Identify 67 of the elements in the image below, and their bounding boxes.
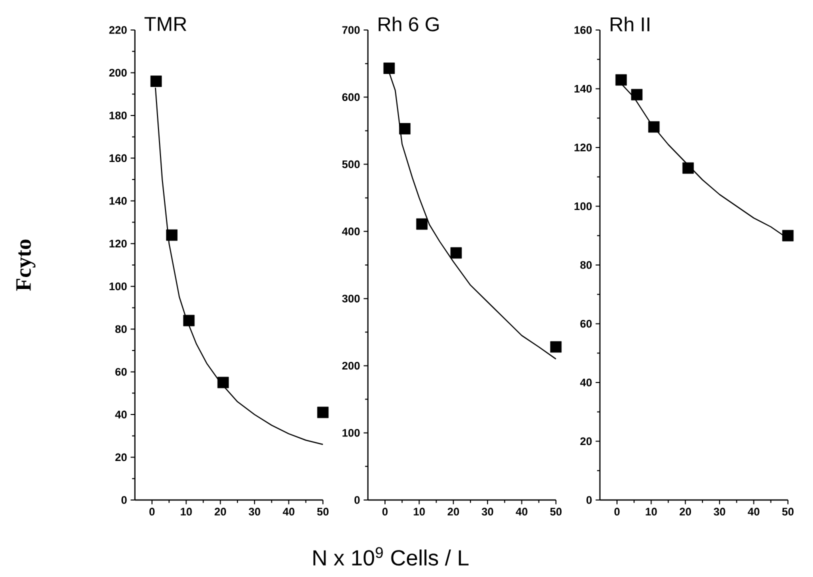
y-tick-label: 400 bbox=[342, 228, 360, 236]
point bbox=[217, 376, 229, 388]
y-tick-label: 100 bbox=[342, 428, 360, 437]
y-tick-label: 0 bbox=[121, 496, 127, 504]
x-tick-label: 40 bbox=[516, 508, 528, 516]
y-tick-label: 200 bbox=[109, 68, 127, 77]
x-tick-label: 10 bbox=[180, 508, 192, 516]
y-tick-label: 20 bbox=[580, 437, 592, 446]
y-tick-label: 40 bbox=[580, 378, 592, 386]
x-tick-label: 50 bbox=[782, 508, 794, 516]
y-tick-label: 160 bbox=[110, 154, 127, 162]
point bbox=[631, 88, 643, 100]
y-tick-label: 140 bbox=[574, 84, 592, 93]
x-tick-label: 50 bbox=[550, 508, 562, 516]
point bbox=[450, 247, 462, 259]
point bbox=[317, 406, 329, 418]
point bbox=[416, 218, 428, 230]
x-tick-label: 40 bbox=[748, 508, 760, 516]
y-tick-label: 120 bbox=[574, 144, 592, 152]
point bbox=[648, 121, 660, 133]
y-tick-label: 60 bbox=[580, 320, 592, 328]
y-tick-label: 100 bbox=[110, 282, 127, 290]
y-tick-label: 600 bbox=[342, 93, 360, 102]
y-axis-title: Fcyto bbox=[16, 240, 36, 291]
x-tick-label: 20 bbox=[214, 508, 226, 516]
point bbox=[166, 229, 178, 241]
y-tick-label: 0 bbox=[586, 496, 592, 504]
y-tick-label: 200 bbox=[342, 362, 360, 370]
y-tick-label: 180 bbox=[110, 112, 127, 120]
x-tick-label: 40 bbox=[282, 508, 294, 516]
point bbox=[150, 76, 162, 87]
point bbox=[183, 314, 195, 326]
y-tick-label: 40 bbox=[115, 410, 127, 418]
point bbox=[383, 62, 395, 74]
y-tick-label: 700 bbox=[342, 26, 360, 34]
x-tick-label: 0 bbox=[382, 508, 388, 516]
x-tick-label: 30 bbox=[248, 508, 260, 516]
x-tick-label: 0 bbox=[614, 508, 620, 516]
x-axis-title: N x 10$^{9}$ Cells / L bbox=[313, 547, 469, 566]
chart-title: Rh 6 G bbox=[378, 16, 439, 32]
y-tick-label: 80 bbox=[115, 325, 127, 333]
x-tick-label: 20 bbox=[680, 508, 692, 516]
x-tick-label: 50 bbox=[317, 508, 329, 516]
x-tick-label: 0 bbox=[149, 508, 155, 516]
x-tick-label: 10 bbox=[646, 508, 657, 516]
y-tick-label: 20 bbox=[115, 453, 127, 462]
y-tick-label: 220 bbox=[109, 26, 127, 34]
y-tick-label: 100 bbox=[574, 202, 592, 210]
y-tick-label: 80 bbox=[580, 261, 592, 269]
y-tick-label: 0 bbox=[354, 496, 360, 504]
x-tick-label: 30 bbox=[714, 508, 726, 516]
y-tick-label: 60 bbox=[115, 368, 127, 376]
chart-title: Rh II bbox=[610, 16, 650, 32]
y-tick-label: 140 bbox=[110, 197, 127, 205]
point bbox=[615, 74, 627, 86]
y-tick-label: 160 bbox=[574, 26, 592, 34]
x-tick-label: 10 bbox=[414, 508, 425, 516]
x-tick-label: 30 bbox=[482, 508, 494, 516]
x-tick-label: 20 bbox=[448, 508, 460, 516]
y-tick-label: 500 bbox=[342, 160, 360, 168]
chart-title: TMR bbox=[144, 17, 186, 31]
point bbox=[782, 230, 794, 242]
y-tick-label: 120 bbox=[110, 240, 127, 248]
point bbox=[550, 341, 562, 353]
y-tick-label: 300 bbox=[342, 294, 360, 302]
point bbox=[399, 123, 411, 134]
point bbox=[682, 162, 694, 174]
